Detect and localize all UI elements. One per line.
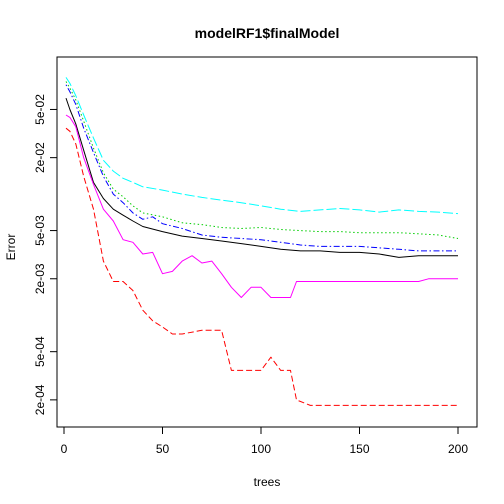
series-line-4 (65, 84, 458, 252)
y-axis-label: Error (4, 234, 18, 261)
y-tick-label: 5e-03 (33, 215, 47, 246)
series-line-2 (65, 127, 458, 406)
series-line-5 (65, 77, 459, 215)
series-line-1 (65, 97, 458, 258)
series-layer (65, 77, 459, 406)
series-line-6 (65, 114, 458, 298)
y-axis: 2e-04 5e-04 2e-03 5e-03 2e-02 5e-02 (33, 94, 58, 415)
x-tick-label: 100 (251, 442, 271, 456)
x-tick-label: 50 (156, 442, 170, 456)
x-axis: 0 50 100 150 200 (61, 426, 468, 456)
y-tick-label: 2e-02 (33, 142, 47, 173)
y-tick-label: 5e-02 (33, 94, 47, 125)
y-tick-label: 2e-04 (33, 384, 47, 415)
y-tick-label: 5e-04 (33, 336, 47, 367)
chart-title: modelRF1$finalModel (195, 25, 340, 41)
plot-frame (56, 56, 478, 428)
x-axis-label: trees (254, 475, 281, 489)
x-tick-label: 0 (61, 442, 68, 456)
y-tick-label: 2e-03 (33, 263, 47, 294)
series-line-3 (65, 81, 459, 239)
x-tick-label: 150 (349, 442, 369, 456)
x-tick-label: 200 (448, 442, 468, 456)
